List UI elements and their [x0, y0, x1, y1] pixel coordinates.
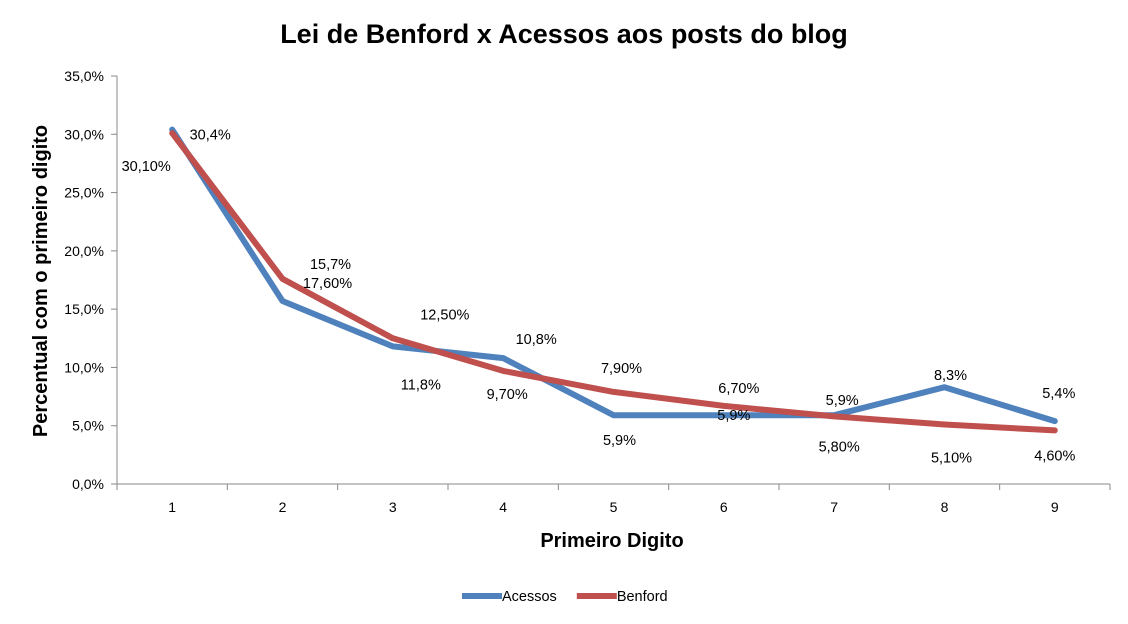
data-label-benford: 12,50%	[420, 307, 469, 323]
legend-label-benford: Benford	[617, 589, 668, 605]
x-axis-title: Primeiro Digito	[540, 530, 683, 552]
y-tick-label: 15,0%	[64, 301, 104, 317]
x-tick-label: 6	[720, 499, 728, 515]
y-tick-label: 0,0%	[72, 476, 104, 492]
y-tick-label: 35,0%	[64, 68, 104, 84]
legend: Acessos Benford	[462, 589, 668, 605]
data-label-benford: 4,60%	[1034, 448, 1075, 464]
data-label-benford: 9,70%	[487, 387, 528, 403]
y-tick-label: 20,0%	[64, 243, 104, 259]
y-tick-label: 30,0%	[64, 126, 104, 142]
x-tick-label: 4	[499, 499, 507, 515]
data-label-benford: 30,10%	[122, 159, 171, 175]
data-label-benford: 5,80%	[819, 439, 860, 455]
series-line-acessos	[169, 126, 1058, 425]
legend-label-acessos: Acessos	[502, 589, 557, 605]
data-label-benford: 7,90%	[601, 361, 642, 377]
y-tick-label: 10,0%	[64, 359, 104, 375]
x-tick-label: 5	[610, 499, 618, 515]
data-label-acessos: 5,9%	[603, 433, 636, 449]
y-tick-label: 25,0%	[64, 185, 104, 201]
x-tick-label: 7	[830, 499, 838, 515]
data-label-acessos: 10,8%	[516, 332, 557, 348]
x-tick-label: 9	[1051, 499, 1059, 515]
axes: 0,0%5,0%10,0%15,0%20,0%25,0%30,0%35,0%1 2…	[64, 68, 1111, 515]
data-label-acessos: 5,9%	[826, 393, 859, 409]
data-label-acessos: 11,8%	[401, 377, 441, 393]
y-tick-label: 5,0%	[72, 418, 104, 434]
data-label-acessos: 30,4%	[190, 128, 231, 144]
data-labels: 30,4% 15,7% 11,8% 10,8% 5,9% 5,9% 5,9% 8,3% 5,4%…	[122, 128, 1076, 467]
data-label-acessos: 15,7%	[310, 257, 351, 273]
y-axis-title: Percentual com o primeiro digito	[30, 125, 52, 437]
chart-title: Lei de Benford x Acessos aos posts do bl…	[280, 19, 848, 49]
data-label-acessos: 5,9%	[717, 408, 750, 424]
x-tick-label: 2	[279, 499, 287, 515]
data-label-benford: 17,60%	[303, 276, 352, 292]
series-line-benford	[169, 130, 1058, 434]
data-label-acessos: 5,4%	[1042, 386, 1075, 402]
x-tick-label: 8	[941, 499, 949, 515]
data-label-acessos: 8,3%	[934, 368, 967, 384]
data-label-benford: 5,10%	[931, 451, 972, 467]
x-tick-label: 3	[389, 499, 397, 515]
data-label-benford: 6,70%	[718, 381, 759, 397]
x-tick-label: 1	[168, 499, 176, 515]
series-lines	[169, 126, 1058, 434]
